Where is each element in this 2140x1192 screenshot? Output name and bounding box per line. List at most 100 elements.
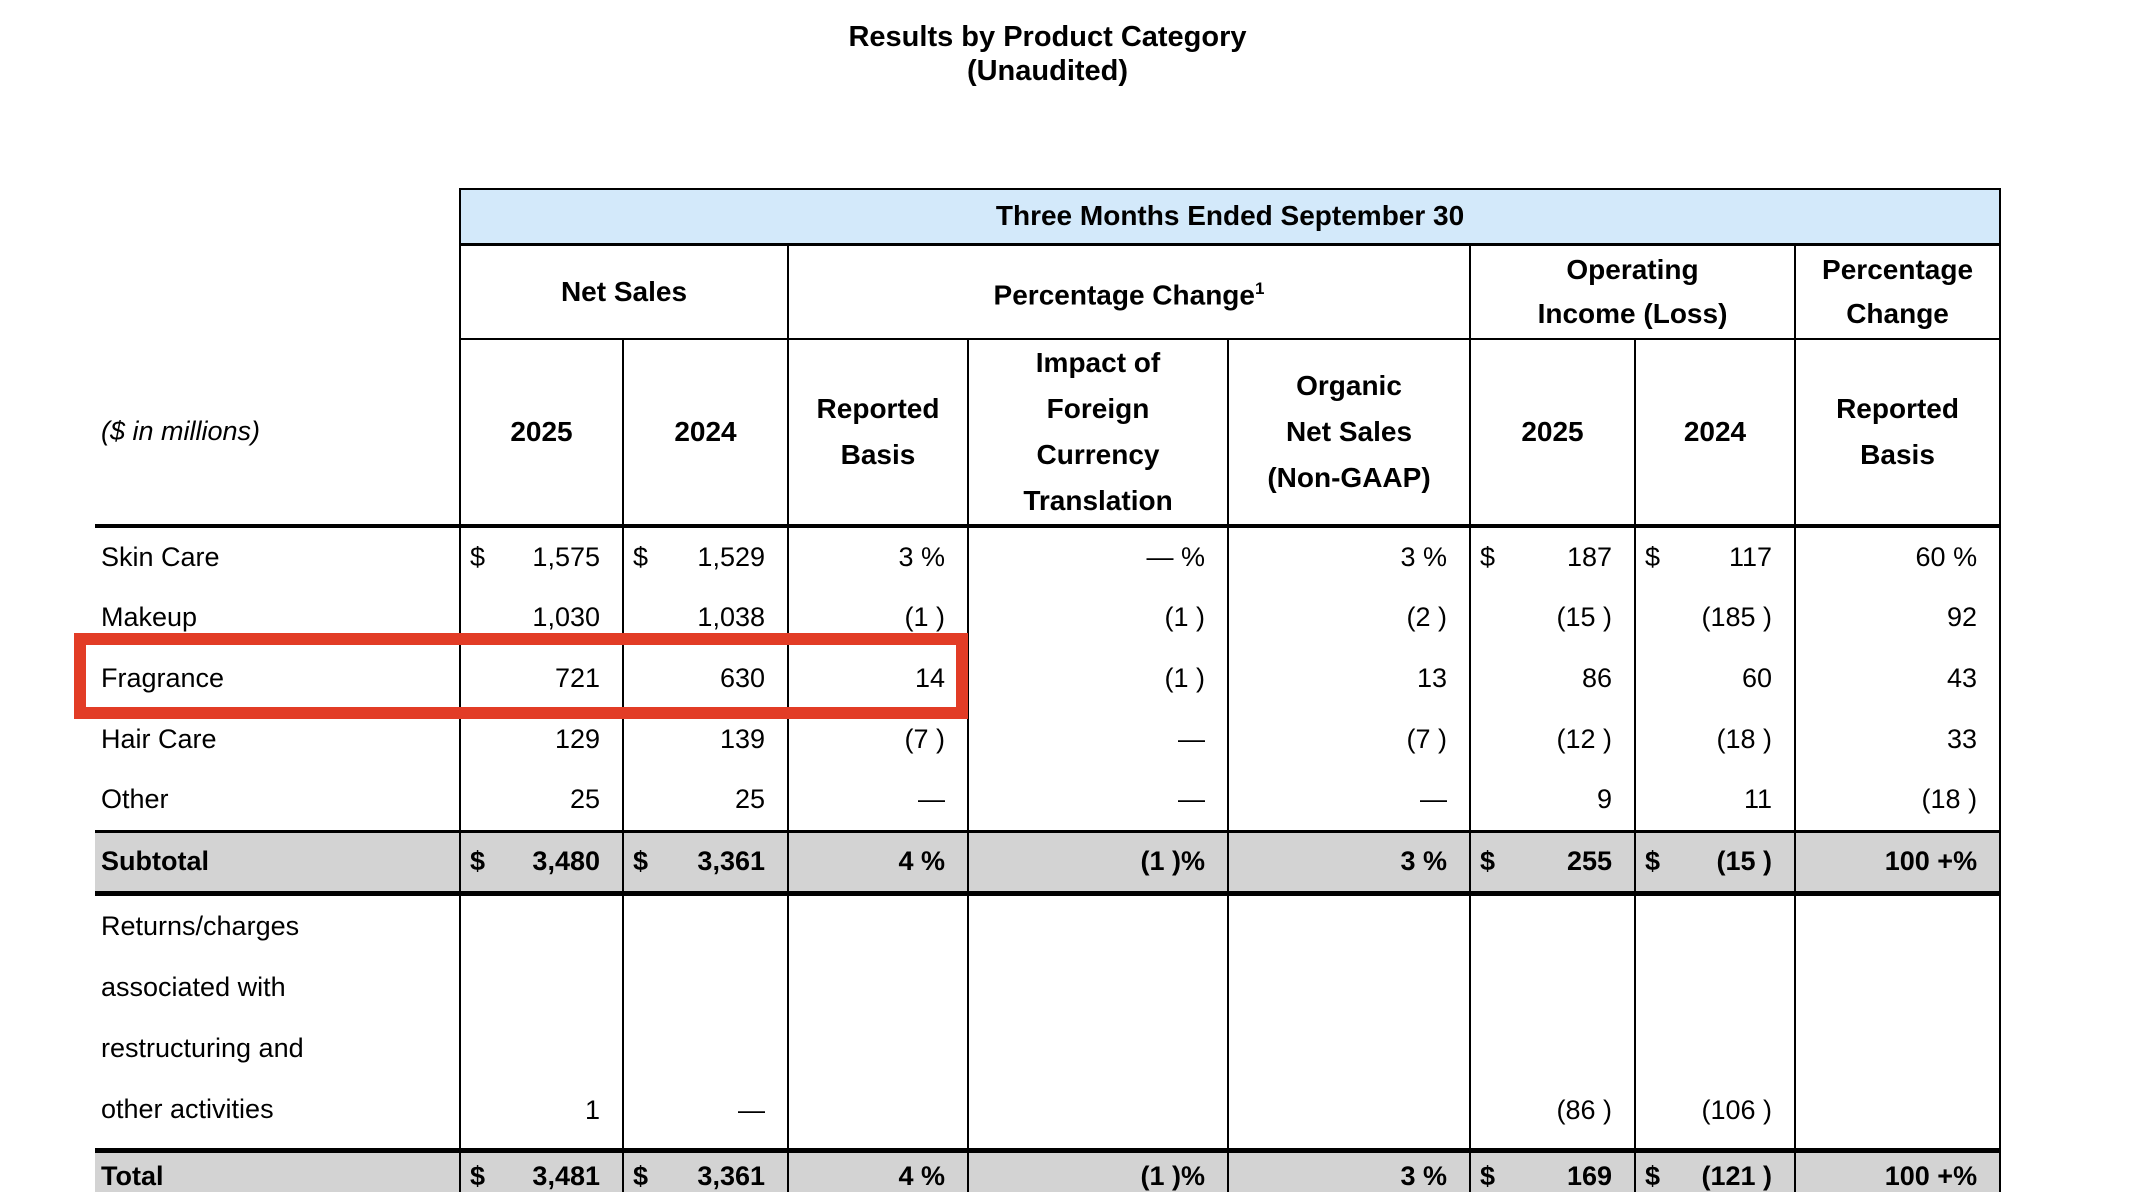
col-header-reported-basis: Reported Basis bbox=[787, 339, 969, 528]
table-row: Fragrance 721 630 14 (1 ) 13 86 60 43 bbox=[95, 648, 2002, 709]
cell-value bbox=[787, 893, 968, 1153]
cell-value: 100 +% bbox=[1793, 1150, 2002, 1192]
column-header-row: ($ in millions) 2025 2024 Reported Basis… bbox=[95, 339, 2002, 528]
currency-symbol: $ bbox=[1480, 846, 1496, 876]
cell-value: 4 % bbox=[787, 829, 968, 896]
corner-cell-empty bbox=[95, 189, 460, 244]
cell-value: (86 ) bbox=[1469, 893, 1635, 1153]
group-header-operating-income: Operating Income (Loss) bbox=[1469, 244, 1796, 340]
row-label: Returns/charges associated with restruct… bbox=[95, 893, 460, 1153]
cell-value: 33 bbox=[1793, 709, 2002, 770]
cell-value: (18 ) bbox=[1793, 770, 2002, 831]
table-row: Total $3,481 $3,361 4 % (1 )% 3 % $169 $ (121 ) 1… bbox=[95, 1150, 2002, 1192]
cell-value: 100 +% bbox=[1793, 829, 2002, 896]
cell-value: 60 bbox=[1634, 648, 1795, 709]
table-row: Returns/charges associated with restruct… bbox=[95, 893, 2002, 1153]
row-label: Skin Care bbox=[101, 542, 220, 572]
cell-value: (7 ) bbox=[787, 709, 968, 770]
cell-value: 11 bbox=[1634, 770, 1795, 831]
row-label: Fragrance bbox=[101, 663, 225, 693]
cell-value bbox=[967, 893, 1228, 1153]
units-label-cell: ($ in millions) bbox=[95, 339, 460, 528]
cell-value bbox=[1793, 893, 2002, 1153]
currency-symbol: $ bbox=[1480, 542, 1496, 572]
col-header-oi-2025: 2025 bbox=[1469, 339, 1636, 528]
cell-value: — % bbox=[967, 526, 1228, 587]
cell-value: $1,575 bbox=[459, 526, 623, 587]
cell-value: 3 % bbox=[787, 526, 968, 587]
cell-value bbox=[1227, 893, 1470, 1153]
cell-value: (1 )% bbox=[967, 1150, 1228, 1192]
col-header-fx-impact: Impact of Foreign Currency Translation bbox=[967, 339, 1229, 528]
row-label: Total bbox=[95, 1150, 460, 1192]
currency-symbol: $ bbox=[1645, 1160, 1661, 1191]
cell-value: $169 bbox=[1469, 1150, 1635, 1192]
cell-value: $3,480 bbox=[459, 829, 623, 896]
cell-value: (1 )% bbox=[967, 829, 1228, 896]
cell-value: 43 bbox=[1793, 648, 2002, 709]
cell-value: (2 ) bbox=[1227, 587, 1470, 648]
footnote-marker: 1 bbox=[1254, 278, 1265, 298]
page-title: Results by Product Category (Unaudited) bbox=[95, 20, 2000, 88]
cell-value: $3,361 bbox=[622, 1150, 788, 1192]
cell-value: 4 % bbox=[787, 1150, 968, 1192]
units-label: ($ in millions) bbox=[101, 416, 261, 446]
cell-value: 721 bbox=[459, 648, 623, 709]
cell-value: 3 % bbox=[1227, 829, 1470, 896]
cell-value: (12 ) bbox=[1469, 709, 1635, 770]
currency-symbol: $ bbox=[470, 542, 486, 572]
row-label: Subtotal bbox=[95, 829, 460, 896]
cell-value: 60 % bbox=[1793, 526, 2002, 587]
currency-symbol: $ bbox=[1645, 542, 1661, 572]
cell-value: $1,529 bbox=[622, 526, 788, 587]
cell-value: 1,038 bbox=[622, 587, 788, 648]
span-header-row: Three Months Ended September 30 bbox=[95, 188, 2002, 246]
table-row: Makeup 1,030 1,038 (1 ) (1 ) (2 ) (15 ) (185 ) 9… bbox=[95, 587, 2002, 648]
cell-value: 9 bbox=[1469, 770, 1635, 831]
currency-symbol: $ bbox=[633, 1160, 649, 1191]
cell-value: 14 bbox=[787, 648, 968, 709]
cell-value: 3 % bbox=[1227, 1150, 1470, 1192]
cell-value: — bbox=[967, 709, 1228, 770]
cell-value: (1 ) bbox=[967, 587, 1228, 648]
cell-value: 25 bbox=[459, 770, 623, 831]
cell-value: 13 bbox=[1227, 648, 1470, 709]
span-header-cell: Three Months Ended September 30 bbox=[458, 188, 2002, 246]
cell-value: (1 ) bbox=[787, 587, 968, 648]
row-label: Hair Care bbox=[101, 724, 217, 754]
cell-value: 129 bbox=[459, 709, 623, 770]
cell-value: 3 % bbox=[1227, 526, 1470, 587]
currency-symbol: $ bbox=[1645, 846, 1661, 876]
col-header-net-sales-2024: 2024 bbox=[622, 339, 789, 528]
group-header-percentage-change: Percentage Change1 bbox=[787, 244, 1471, 340]
row-label: Makeup bbox=[101, 602, 198, 632]
cell-value: $255 bbox=[1469, 829, 1635, 896]
cell-value: — bbox=[787, 770, 968, 831]
currency-symbol: $ bbox=[470, 846, 486, 876]
cell-value: (185 ) bbox=[1634, 587, 1795, 648]
cell-value: 1 bbox=[459, 893, 623, 1153]
currency-symbol: $ bbox=[633, 542, 649, 572]
cell-value: — bbox=[1227, 770, 1470, 831]
cell-value: — bbox=[967, 770, 1228, 831]
cell-value: — bbox=[622, 893, 788, 1153]
cell-value: (15 ) bbox=[1469, 587, 1635, 648]
cell-value: $ (121 ) bbox=[1634, 1150, 1795, 1192]
group-header-net-sales: Net Sales bbox=[459, 244, 789, 340]
cell-value: $117 bbox=[1634, 526, 1795, 587]
cell-value: 630 bbox=[622, 648, 788, 709]
cell-value: $3,361 bbox=[622, 829, 788, 896]
col-header-oi-2024: 2024 bbox=[1634, 339, 1796, 528]
group-header-percentage-change-reported: Percentage Change bbox=[1793, 244, 2002, 340]
table-row: Subtotal $3,480 $3,361 4 % (1 )% 3 % $255 $ (15 … bbox=[95, 829, 2002, 896]
row-label: Other bbox=[101, 784, 169, 815]
table-body: Skin Care $1,575 $1,529 3 % — % 3 % $187 $117 60… bbox=[95, 526, 2002, 1192]
results-table-wrapper: Three Months Ended September 30 Net Sale… bbox=[95, 188, 2002, 1192]
col-header-net-sales-2025: 2025 bbox=[459, 339, 624, 528]
table-row: Skin Care $1,575 $1,529 3 % — % 3 % $187 $117 60… bbox=[95, 526, 2002, 587]
currency-symbol: $ bbox=[470, 1160, 486, 1191]
page-title-line2: (Unaudited) bbox=[966, 55, 1129, 87]
group-header-row: Net Sales Percentage Change1 Operating I… bbox=[95, 244, 2002, 340]
cell-value: 139 bbox=[622, 709, 788, 770]
